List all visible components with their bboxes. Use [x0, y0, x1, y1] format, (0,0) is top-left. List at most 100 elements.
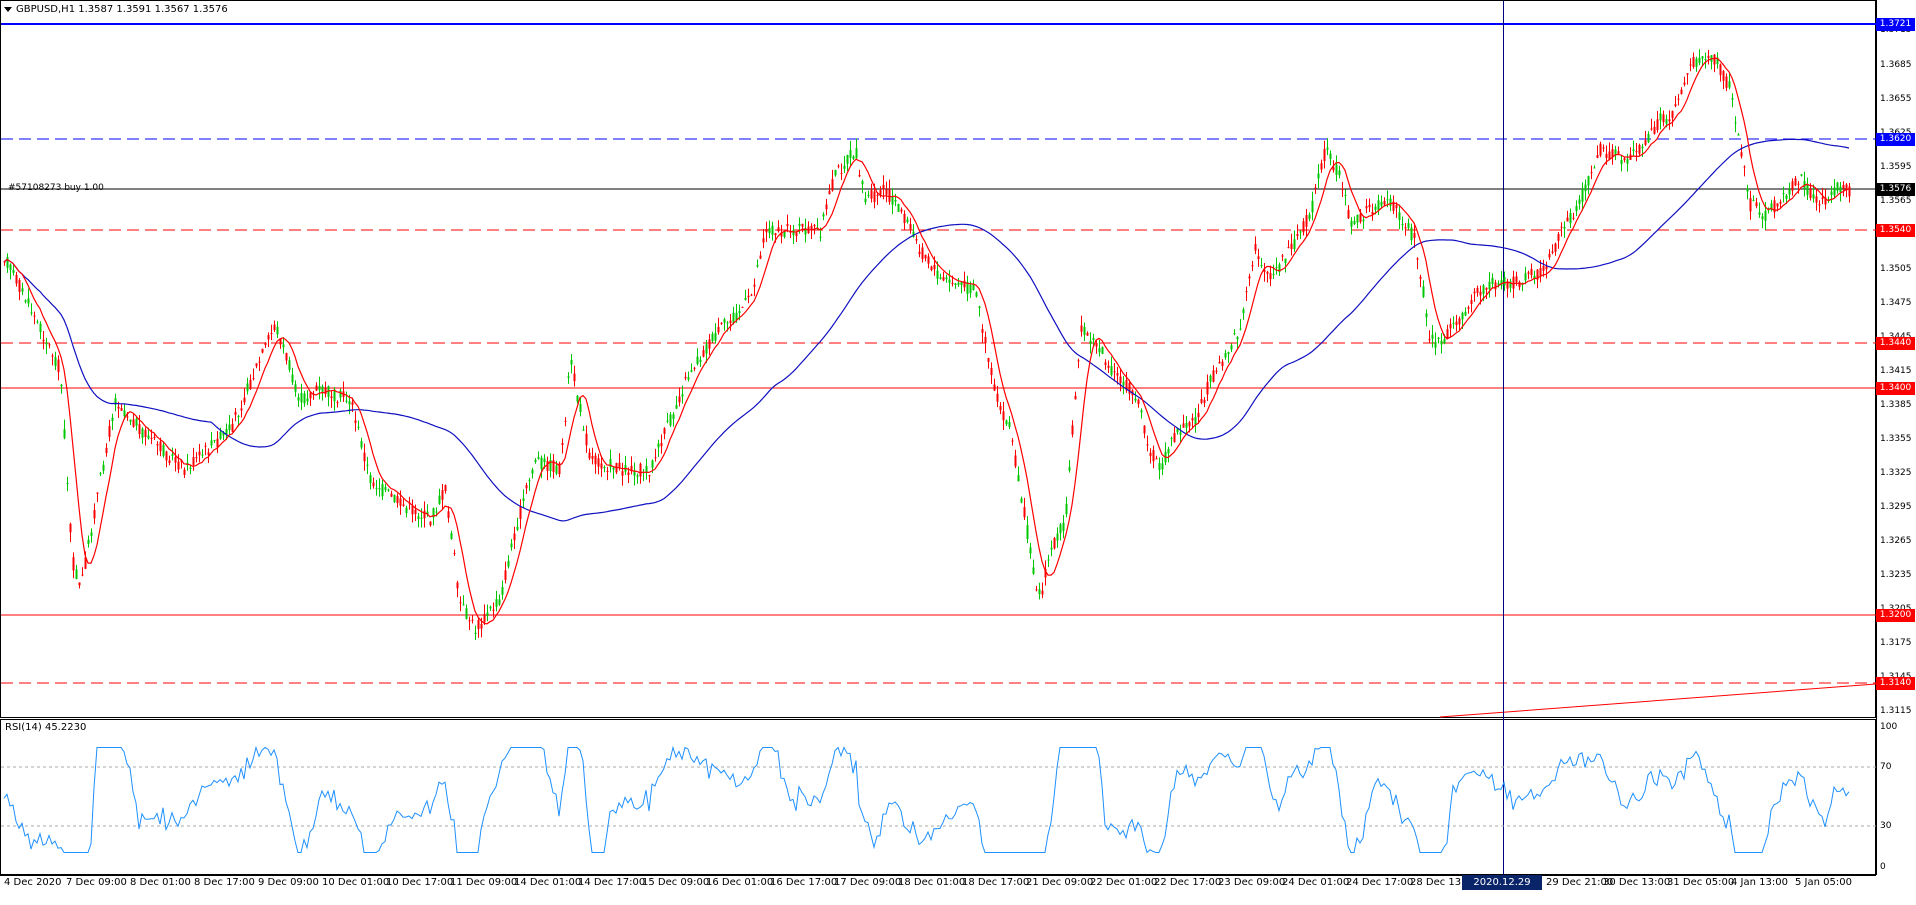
candle-body: [381, 483, 384, 497]
candle-body: [957, 282, 960, 285]
candle-body: [423, 510, 426, 519]
candle-body: [654, 457, 657, 459]
candle-body: [1200, 399, 1203, 403]
candle-body: [444, 485, 447, 491]
candle-body: [1590, 172, 1593, 174]
candle-body: [27, 298, 30, 304]
candle-body: [1023, 507, 1026, 518]
candle-body: [267, 335, 270, 340]
candle-body: [1254, 244, 1257, 251]
candle-body: [1398, 212, 1401, 220]
candle-body: [1479, 291, 1482, 296]
candle-body: [78, 582, 81, 586]
candle-body: [1677, 98, 1680, 100]
candle-body: [666, 420, 669, 422]
time-label: 24 Dec 17:00: [1346, 877, 1414, 888]
candle-body: [1272, 274, 1275, 276]
candle-body: [1404, 227, 1407, 229]
candle-body: [1035, 589, 1038, 591]
chart-title[interactable]: GBPUSD,H1 1.3587 1.3591 1.3567 1.3576: [4, 4, 228, 16]
candle-body: [1269, 273, 1272, 280]
candle-body: [1386, 199, 1389, 201]
candle-body: [264, 342, 267, 346]
candle-body: [1560, 226, 1563, 228]
candle-body: [639, 463, 642, 477]
candle-body: [435, 511, 438, 513]
candle-body: [1503, 277, 1506, 286]
candle-body: [420, 517, 423, 519]
candle-body: [1149, 452, 1152, 457]
candle-body: [1320, 163, 1323, 170]
candle-body: [1341, 188, 1344, 191]
candle-body: [1377, 200, 1380, 211]
candle-body: [1605, 153, 1608, 159]
price-tag-blue-dash: 1.3620: [1876, 133, 1915, 146]
candle-body: [1353, 221, 1356, 225]
candle-body: [1818, 204, 1821, 206]
candle-body: [1086, 332, 1089, 336]
candle-body: [1083, 327, 1086, 335]
candle-body: [6, 257, 9, 268]
candle-body: [414, 509, 417, 515]
candle-body: [240, 408, 243, 411]
candle-body: [795, 232, 798, 236]
candle-body: [756, 264, 759, 267]
candle-body: [516, 526, 519, 530]
candle-body: [1170, 437, 1173, 439]
candle-body: [1374, 206, 1377, 210]
candle-body: [1668, 119, 1671, 122]
candle-body: [510, 543, 513, 548]
candle-body: [1683, 82, 1686, 85]
candle-body: [903, 213, 906, 223]
rsi-axis-label: 30: [1880, 821, 1892, 831]
candle-body: [1017, 475, 1020, 482]
candle-body: [1815, 196, 1818, 203]
candle-body: [885, 189, 888, 195]
candle-body: [693, 367, 696, 369]
price-tick: 1.3355: [1880, 434, 1912, 444]
candle-body: [987, 357, 990, 362]
time-label: 10 Dec 17:00: [386, 877, 454, 888]
candle-body: [1422, 286, 1425, 297]
candle-body: [216, 438, 219, 448]
price-tag-current: 1.3576: [1876, 183, 1915, 196]
candle-body: [966, 282, 969, 294]
candle-body: [1593, 167, 1596, 169]
price-tag-blue-top: 1.3721: [1876, 18, 1915, 31]
candle-body: [1266, 271, 1269, 274]
candle-body: [1347, 209, 1350, 219]
candle-body: [972, 284, 975, 291]
candle-body: [378, 488, 381, 490]
candle-body: [390, 493, 393, 497]
candle-body: [849, 150, 852, 158]
candle-body: [1626, 159, 1629, 164]
candle-body: [1644, 140, 1647, 145]
candle-body: [936, 270, 939, 279]
candle-body: [597, 458, 600, 467]
candle-body: [543, 458, 546, 463]
candle-body: [1584, 184, 1587, 192]
candle-body: [738, 311, 741, 314]
candle-body: [777, 227, 780, 232]
candle-body: [1338, 170, 1341, 176]
candle-body: [999, 405, 1002, 411]
dropdown-arrow-icon[interactable]: [4, 6, 12, 12]
candle-body: [369, 475, 372, 483]
candle-body: [54, 357, 57, 367]
candle-body: [354, 420, 357, 424]
candle-body: [1257, 256, 1260, 260]
candle-body: [1068, 467, 1071, 471]
time-label: 18 Dec 17:00: [962, 877, 1030, 888]
candle-body: [297, 397, 300, 401]
candle-body: [969, 284, 972, 294]
candle-body: [402, 504, 405, 506]
candle-body: [195, 457, 198, 459]
candle-body: [1446, 329, 1449, 339]
candle-body: [1638, 144, 1641, 154]
trend-line[interactable]: [1439, 683, 1877, 718]
order-label: #57108273 buy 1.00: [8, 183, 104, 193]
candle-body: [1809, 188, 1812, 199]
candle-body: [336, 402, 339, 404]
candle-body: [1698, 57, 1701, 63]
